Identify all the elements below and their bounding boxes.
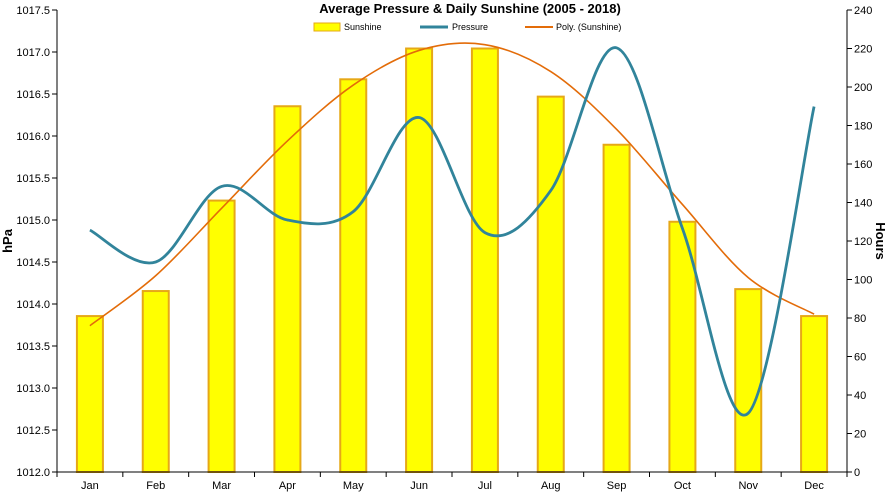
right-tick-label: 80 <box>854 313 866 325</box>
x-tick-label-feb: Feb <box>146 480 165 492</box>
legend-swatch-sunshine <box>313 22 341 32</box>
left-tick-label: 1017.5 <box>16 5 50 17</box>
legend-label-sunshine: Sunshine <box>344 22 382 32</box>
left-tick-label: 1016.0 <box>16 131 50 143</box>
bar-sunshine-may <box>339 78 368 474</box>
bar-sunshine-jan <box>75 315 104 474</box>
right-tick-label: 240 <box>854 5 872 17</box>
x-axis-ticks: Jan Feb Mar Apr May Jun Jul Aug Sep Oct Nov Dec <box>56 472 848 492</box>
x-tick-label-jun: Jun <box>410 480 428 492</box>
left-tick-label: 1012.0 <box>16 467 50 479</box>
left-axis-ticks: 1012.0 1012.5 1013.0 1013.5 1014.0 1014.5 1015… <box>16 5 57 479</box>
left-tick-label: 1013.5 <box>16 341 50 353</box>
right-axis-title: Hours <box>873 222 888 260</box>
legend: Sunshine Pressure Poly. (Sunshine) <box>313 22 621 32</box>
x-tick-label-jul: Jul <box>478 480 492 492</box>
bar-sunshine-aug <box>536 95 565 473</box>
right-axis-ticks: 0 20 40 60 80 100 120 140 160 180 200 220 240 <box>847 5 872 479</box>
left-tick-label: 1015.5 <box>16 173 50 185</box>
bar-sunshine-mar <box>207 199 236 473</box>
right-tick-label: 0 <box>854 467 860 479</box>
bar-sunshine-sep <box>602 143 631 473</box>
left-tick-label: 1013.0 <box>16 383 50 395</box>
line-pressure <box>89 46 816 417</box>
left-axis-title: hPa <box>0 228 15 253</box>
right-tick-label: 220 <box>854 44 872 56</box>
left-tick-label: 1016.5 <box>16 89 50 101</box>
line-poly-sunshine <box>89 42 815 327</box>
right-tick-label: 40 <box>854 390 866 402</box>
x-tick-label-oct: Oct <box>674 480 691 492</box>
right-tick-label: 140 <box>854 198 872 210</box>
left-tick-label: 1017.0 <box>16 47 50 59</box>
x-tick-label-dec: Dec <box>804 480 824 492</box>
axes <box>56 10 848 473</box>
right-tick-label: 20 <box>854 429 866 441</box>
right-tick-label: 180 <box>854 121 872 133</box>
legend-label-poly-sunshine: Poly. (Sunshine) <box>556 22 621 32</box>
x-tick-label-aug: Aug <box>541 480 561 492</box>
bar-sunshine-apr <box>273 105 302 473</box>
x-tick-label-apr: Apr <box>279 480 296 492</box>
x-tick-label-may: May <box>343 480 364 492</box>
bar-sunshine-jul <box>470 47 499 473</box>
right-tick-label: 60 <box>854 352 866 364</box>
sunshine-bars <box>75 47 829 474</box>
x-tick-label-jan: Jan <box>81 480 99 492</box>
bar-sunshine-jun <box>405 47 434 473</box>
x-tick-label-sep: Sep <box>607 480 627 492</box>
left-tick-label: 1014.5 <box>16 257 50 269</box>
x-tick-label-mar: Mar <box>212 480 231 492</box>
left-tick-label: 1015.0 <box>16 215 50 227</box>
bar-sunshine-nov <box>734 288 763 473</box>
left-tick-label: 1014.0 <box>16 299 50 311</box>
x-tick-label-nov: Nov <box>738 480 758 492</box>
bar-sunshine-oct <box>668 220 697 473</box>
right-tick-label: 200 <box>854 82 872 94</box>
left-tick-label: 1012.5 <box>16 425 50 437</box>
right-tick-label: 120 <box>854 236 872 248</box>
right-tick-label: 160 <box>854 159 872 171</box>
right-tick-label: 100 <box>854 275 872 287</box>
legend-label-pressure: Pressure <box>452 22 488 32</box>
bar-sunshine-feb <box>141 290 170 473</box>
chart-lines <box>89 42 816 417</box>
chart-title: Average Pressure & Daily Sunshine (2005 … <box>319 1 621 16</box>
bar-sunshine-dec <box>800 315 829 474</box>
